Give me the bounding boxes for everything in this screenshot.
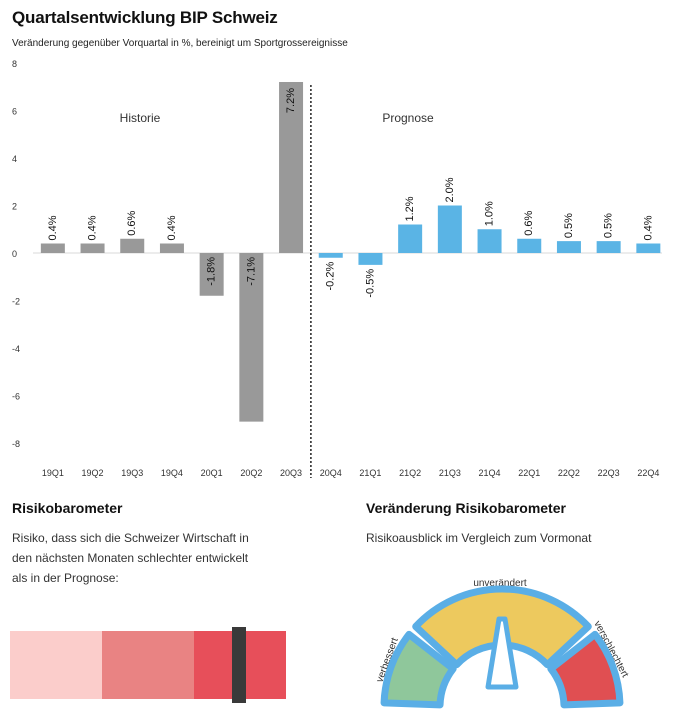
x-tick-label: 20Q1 (201, 468, 223, 478)
data-label: 0.4% (642, 215, 654, 240)
bar (556, 241, 581, 253)
barometer-marker (232, 627, 247, 703)
bar (279, 82, 304, 253)
data-label: 0.5% (563, 213, 575, 238)
x-tick-label: 22Q1 (518, 468, 540, 478)
x-tick-label: 19Q2 (82, 468, 104, 478)
data-label: -1.8% (206, 257, 218, 286)
risk-description-line: als in der Prognose: (12, 571, 119, 585)
data-label: 0.5% (603, 213, 615, 238)
bar (437, 205, 462, 253)
gdp-bar-chart: 8 6 4 2 0 -2 -4 -6 -8 0.4% 19Q1 0.4% 19Q2 0.6% 19Q3 0.4… (12, 59, 662, 478)
x-tick-label: 20Q2 (240, 468, 262, 478)
y-tick-label: -2 (12, 297, 20, 307)
risk-description-line: den nächsten Monaten schlechter entwicke… (12, 551, 249, 565)
bar (159, 243, 184, 253)
data-label: 1.0% (483, 201, 495, 226)
risk-change-description: Risikoausblick im Vergleich zum Vormonat (366, 531, 592, 545)
x-tick-label: 22Q4 (637, 468, 659, 478)
annotation-forecast: Prognose (382, 111, 434, 125)
data-label: 2.0% (444, 177, 456, 202)
data-label: 0.4% (166, 215, 178, 240)
risk-barometer-title: Risikobarometer (12, 500, 123, 516)
data-label: -0.5% (364, 269, 376, 298)
data-label: -0.2% (325, 262, 337, 291)
y-tick-label: -4 (12, 344, 20, 354)
x-tick-label: 21Q2 (399, 468, 421, 478)
bar (120, 238, 145, 253)
x-tick-label: 19Q4 (161, 468, 183, 478)
bar (477, 229, 502, 253)
x-tick-label: 20Q4 (320, 468, 342, 478)
y-tick-label: 8 (12, 59, 17, 69)
x-tick-label: 19Q1 (42, 468, 64, 478)
gauge-label-unchanged: unverändert (473, 578, 527, 589)
risk-change-title: Veränderung Risikobarometer (366, 500, 566, 516)
x-tick-label: 22Q2 (558, 468, 580, 478)
data-label: 0.4% (86, 215, 98, 240)
gauge-needle (485, 616, 519, 690)
gauge-segment-worse (547, 630, 624, 709)
bar (40, 243, 65, 253)
chart-title: Quartalsentwicklung BIP Schweiz (12, 8, 278, 27)
bar (596, 241, 621, 253)
bar (80, 243, 105, 253)
bar (239, 253, 264, 422)
barometer-segment-low (10, 631, 102, 699)
x-tick-label: 20Q3 (280, 468, 302, 478)
data-label: 0.6% (523, 210, 535, 235)
bar (398, 224, 423, 253)
y-tick-label: -6 (12, 392, 20, 402)
data-label: 7.2% (285, 88, 297, 113)
barometer-segment-mid (102, 631, 194, 699)
gauge-dial (380, 585, 624, 709)
gauge-segment-improved (380, 630, 457, 709)
x-tick-label: 21Q1 (359, 468, 381, 478)
y-tick-label: 0 (12, 249, 17, 259)
x-tick-label: 19Q3 (121, 468, 143, 478)
data-label: -7.1% (245, 257, 257, 286)
y-tick-label: 6 (12, 107, 17, 117)
bar (199, 253, 224, 296)
y-tick-label: 2 (12, 202, 17, 212)
y-tick-label: -8 (12, 439, 20, 449)
data-label: 0.4% (47, 215, 59, 240)
data-label: 1.2% (404, 196, 416, 221)
risk-change-gauge: unverändert verbessert verschlechtert (374, 578, 630, 709)
bar (358, 253, 383, 265)
risk-description-line: Risiko, dass sich die Schweizer Wirtscha… (12, 531, 249, 545)
bar (318, 253, 343, 258)
chart-subtitle: Veränderung gegenüber Vorquartal in %, b… (12, 38, 348, 49)
risk-barometer-description: Risiko, dass sich die Schweizer Wirtscha… (12, 528, 249, 588)
bar (636, 243, 661, 253)
bar (517, 238, 542, 253)
annotation-history: Historie (120, 111, 161, 125)
y-tick-label: 4 (12, 154, 17, 164)
x-tick-label: 21Q3 (439, 468, 461, 478)
data-label: 0.6% (126, 210, 138, 235)
x-tick-label: 21Q4 (479, 468, 501, 478)
x-tick-label: 22Q3 (598, 468, 620, 478)
